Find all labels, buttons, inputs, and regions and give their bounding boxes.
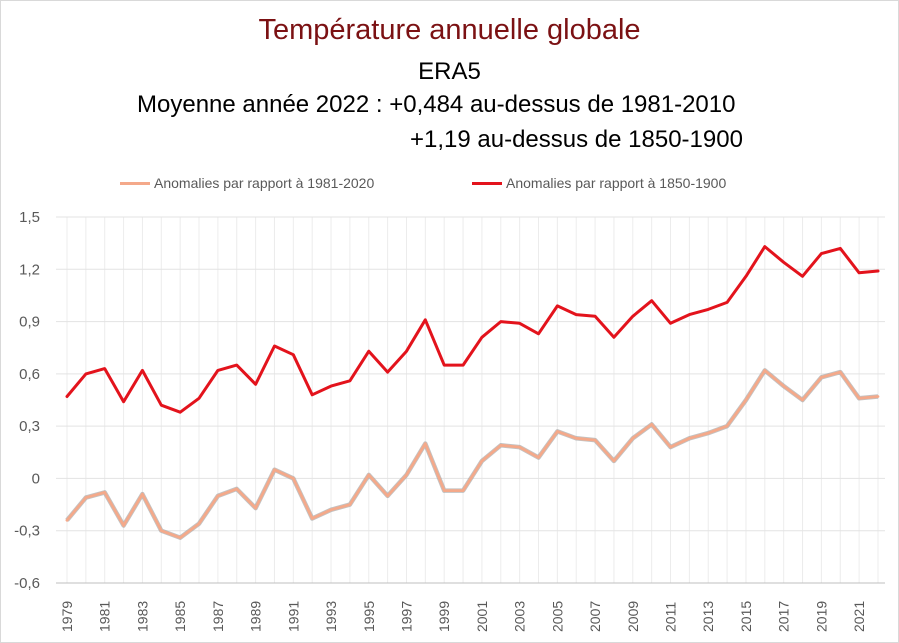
legend-label-1850-1900: Anomalies par rapport à 1850-1900: [506, 175, 727, 191]
y-tick-label: 0: [32, 470, 40, 487]
legend-swatch-1981-2020: [120, 181, 150, 185]
x-tick-label: 1989: [248, 601, 264, 632]
y-tick-label: 0,3: [19, 418, 40, 435]
x-tick-label: 2021: [851, 601, 867, 632]
x-tick-label: 2011: [663, 602, 679, 632]
x-tick-label: 2005: [549, 601, 565, 632]
x-tick-label: 1997: [398, 601, 414, 632]
legend-item-1981-2020: Anomalies par rapport à 1981-2020: [120, 175, 374, 191]
y-tick-label: 1,5: [19, 209, 40, 226]
x-tick-label: 2017: [776, 601, 792, 632]
x-tick-label: 1987: [210, 601, 226, 632]
y-tick-label: 0,6: [19, 366, 40, 383]
x-tick-label: 2009: [625, 601, 641, 632]
x-tick-label: 2013: [700, 601, 716, 632]
legend-swatch-1850-1900: [472, 181, 502, 185]
x-tick-label: 1995: [361, 601, 377, 632]
chart-title: Température annuelle globale: [258, 14, 641, 46]
x-tick-label: 1991: [285, 601, 301, 632]
series-line-1850-1900: [65, 245, 880, 414]
y-tick-label: 0,9: [19, 314, 40, 331]
x-tick-label: 1979: [59, 601, 75, 632]
legend-label-1981-2020: Anomalies par rapport à 1981-2020: [154, 175, 375, 191]
series-line-1981-2020: [65, 368, 880, 540]
x-tick-label: 1983: [134, 601, 150, 632]
chart-subtitle: ERA5: [418, 58, 481, 85]
x-tick-label: 1981: [97, 601, 113, 632]
series-shadow-1981-2020: [65, 368, 879, 540]
x-tick-label: 1993: [323, 601, 339, 632]
x-tick-label: 1999: [436, 601, 452, 632]
x-tick-label: 2003: [512, 601, 528, 632]
x-tick-label: 1985: [172, 601, 188, 632]
x-tick-label: 2015: [738, 601, 754, 632]
annotation-1981-2010: Moyenne année 2022 : +0,484 au-dessus de…: [137, 91, 736, 118]
y-tick-label: 1,2: [19, 261, 40, 278]
x-tick-label: 2007: [587, 601, 603, 632]
x-tick-label: 2001: [474, 601, 490, 632]
y-tick-label: -0,6: [14, 575, 40, 592]
x-tick-label: 2019: [813, 601, 829, 632]
y-tick-label: -0,3: [14, 523, 40, 540]
annotation-1850-1900: +1,19 au-dessus de 1850-1900: [410, 126, 743, 153]
legend-item-1850-1900: Anomalies par rapport à 1850-1900: [472, 175, 726, 191]
